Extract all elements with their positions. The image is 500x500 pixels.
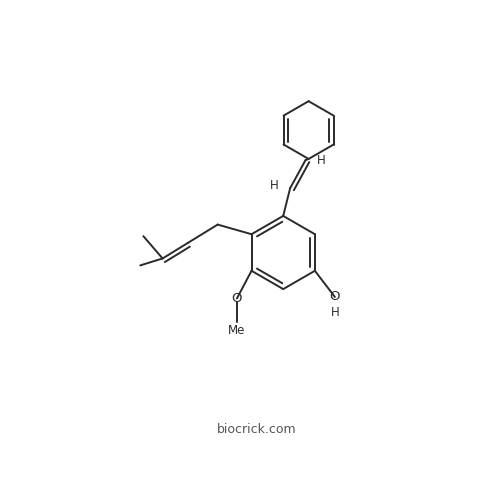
Text: H: H [332, 306, 340, 319]
Text: O: O [330, 290, 340, 304]
Text: O: O [232, 292, 242, 305]
Text: biocrick.com: biocrick.com [216, 423, 296, 436]
Text: H: H [316, 154, 326, 168]
Text: H: H [270, 178, 279, 192]
Text: Me: Me [228, 324, 246, 336]
